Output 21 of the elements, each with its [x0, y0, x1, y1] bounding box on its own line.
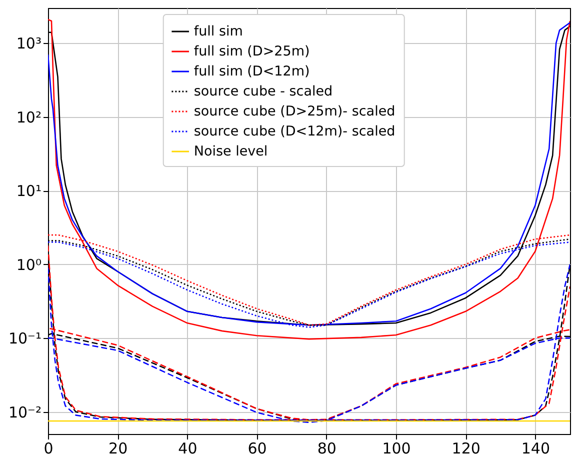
legend-label: full sim — [194, 24, 243, 40]
y-tick-label: 10⁻¹ — [8, 330, 42, 348]
legend-label: source cube (D<12m)- scaled — [194, 124, 396, 140]
legend-label: Noise level — [194, 144, 268, 160]
y-tick-label: 10³ — [16, 34, 42, 53]
y-tick-label: 10² — [16, 108, 42, 126]
x-tick-label: 60 — [248, 440, 267, 455]
y-tick-label: 10⁰ — [16, 256, 42, 274]
x-tick-label: 20 — [108, 440, 128, 455]
x-tick-label: 140 — [521, 440, 550, 455]
legend-label: source cube (D>25m)- scaled — [194, 104, 396, 120]
x-tick-label: 0 — [44, 440, 54, 455]
x-tick-label: 100 — [382, 440, 411, 455]
x-tick-label: 80 — [317, 440, 336, 455]
legend-label: source cube - scaled — [194, 84, 333, 100]
legend-label: full sim (D<12m) — [194, 64, 310, 80]
x-tick-label: 120 — [452, 440, 480, 455]
x-tick-label: 40 — [178, 440, 198, 455]
y-tick-label: 10⁻² — [8, 403, 42, 422]
y-tick-label: 10¹ — [16, 182, 42, 200]
legend-label: full sim (D>25m) — [194, 44, 310, 60]
